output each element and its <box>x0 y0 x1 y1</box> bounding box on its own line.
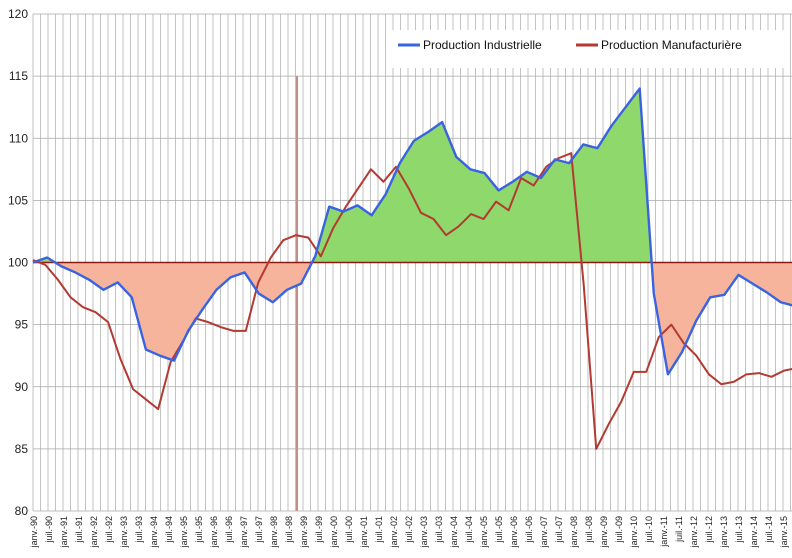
x-tick-label: janv.-12 <box>689 516 699 548</box>
y-tick-label: 110 <box>9 131 28 145</box>
x-tick-label: janv.-10 <box>629 516 639 548</box>
y-tick-label: 115 <box>9 69 28 83</box>
series-lines <box>32 87 792 450</box>
x-tick-label: juil.-96 <box>224 516 234 544</box>
x-tick-label: juil.-02 <box>404 516 414 544</box>
x-tick-label: juil.-97 <box>254 516 264 544</box>
x-tick-label: janv.-93 <box>119 516 129 548</box>
x-tick-label: juil.-01 <box>374 516 384 544</box>
x-tick-label: janv.-94 <box>149 516 159 548</box>
x-tick-label: juil.-95 <box>194 516 204 544</box>
x-tick-label: juil.-00 <box>344 516 354 544</box>
fill-below-baseline <box>55 262 792 375</box>
x-tick-label: juil.-12 <box>704 516 714 544</box>
x-tick-label: janv.-13 <box>719 516 729 548</box>
x-tick-label: janv.-06 <box>509 516 519 548</box>
x-tick-label: janv.-91 <box>59 516 69 548</box>
x-tick-label: janv.-90 <box>29 516 39 548</box>
x-tick-label: janv.-01 <box>359 516 369 548</box>
area-fills <box>33 88 792 375</box>
series-line-manufacturiere <box>32 152 792 450</box>
x-tick-label: juil.-94 <box>164 516 174 544</box>
x-tick-label: janv.-15 <box>779 516 789 548</box>
x-tick-label: juil.-14 <box>764 516 774 544</box>
y-tick-label: 100 <box>8 256 28 270</box>
x-tick-label: janv.-08 <box>569 516 579 548</box>
y-tick-label: 90 <box>15 380 29 394</box>
x-tick-label: juil.-03 <box>434 516 444 544</box>
x-tick-label: janv.-00 <box>329 516 339 548</box>
legend-label-industrielle: Production Industrielle <box>423 38 542 52</box>
x-tick-label: janv.-96 <box>209 516 219 548</box>
x-tick-label: juil.-05 <box>494 516 504 544</box>
x-tick-label: juil.-08 <box>584 516 594 544</box>
y-tick-label: 80 <box>15 504 29 518</box>
y-tick-label: 95 <box>15 318 29 332</box>
x-tick-label: juil.-98 <box>284 516 294 544</box>
x-tick-label: janv.-02 <box>389 516 399 548</box>
x-tick-label: juil.-92 <box>104 516 114 544</box>
y-tick-label: 85 <box>15 442 29 456</box>
legend: Production Industrielle Production Manuf… <box>388 30 784 68</box>
fill-above-baseline <box>33 88 652 263</box>
x-tick-label: janv.-04 <box>449 516 459 548</box>
x-tick-labels: janv.-90 juil.-90 janv.-91 juil.-91 janv.-92… <box>29 516 789 548</box>
x-tick-label: juil.-11 <box>674 516 684 543</box>
x-tick-label: janv.-98 <box>269 516 279 548</box>
x-tick-label: juil.-06 <box>524 516 534 544</box>
x-tick-label: janv.-92 <box>89 516 99 548</box>
x-tick-label: janv.-03 <box>419 516 429 548</box>
x-tick-label: janv.-05 <box>479 516 489 548</box>
x-tick-label: janv.-09 <box>599 516 609 548</box>
y-tick-label: 120 <box>8 7 28 21</box>
x-tick-label: janv.-95 <box>179 516 189 548</box>
x-tick-label: janv.-07 <box>539 516 549 548</box>
legend-background <box>388 30 784 68</box>
x-tick-label: juil.-90 <box>44 516 54 544</box>
x-tick-label: juil.-93 <box>134 516 144 544</box>
x-tick-label: juil.-13 <box>734 516 744 544</box>
x-tick-label: juil.-04 <box>464 516 474 544</box>
x-tick-label: janv.-99 <box>299 516 309 548</box>
x-tick-label: janv.-11 <box>659 516 669 548</box>
x-tick-label: janv.-14 <box>749 516 759 548</box>
x-tick-label: juil.-09 <box>614 516 624 544</box>
x-tick-label: juil.-91 <box>74 516 84 544</box>
x-tick-label: juil.-99 <box>314 516 324 544</box>
x-tick-label: janv.-97 <box>239 516 249 548</box>
x-tick-label: juil.-07 <box>554 516 564 544</box>
y-tick-label: 105 <box>8 193 28 207</box>
series-line-industrielle <box>32 87 792 376</box>
x-tick-label: juil.-10 <box>644 516 654 544</box>
y-tick-labels: 80 85 90 95 100 105 110 115 120 <box>8 7 28 518</box>
legend-label-manufacturiere: Production Manufacturière <box>601 38 742 52</box>
